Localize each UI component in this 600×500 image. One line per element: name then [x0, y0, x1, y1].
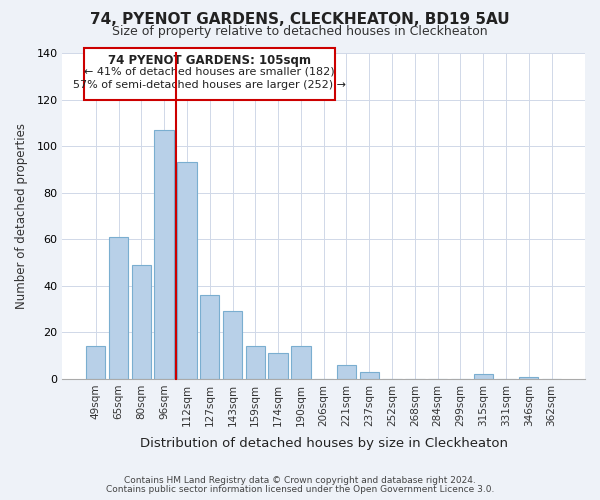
- Y-axis label: Number of detached properties: Number of detached properties: [15, 123, 28, 309]
- Bar: [177, 162, 197, 379]
- Bar: [473, 374, 493, 379]
- Text: 57% of semi-detached houses are larger (252) →: 57% of semi-detached houses are larger (…: [73, 80, 346, 90]
- X-axis label: Distribution of detached houses by size in Cleckheaton: Distribution of detached houses by size …: [140, 437, 508, 450]
- Bar: [223, 312, 242, 379]
- Text: 74, PYENOT GARDENS, CLECKHEATON, BD19 5AU: 74, PYENOT GARDENS, CLECKHEATON, BD19 5A…: [90, 12, 510, 28]
- Bar: [154, 130, 174, 379]
- Bar: [291, 346, 311, 379]
- Bar: [86, 346, 106, 379]
- Bar: [268, 354, 288, 379]
- Text: ← 41% of detached houses are smaller (182): ← 41% of detached houses are smaller (18…: [85, 67, 335, 77]
- Bar: [131, 265, 151, 379]
- Text: Size of property relative to detached houses in Cleckheaton: Size of property relative to detached ho…: [112, 25, 488, 38]
- Bar: [359, 372, 379, 379]
- Text: Contains HM Land Registry data © Crown copyright and database right 2024.: Contains HM Land Registry data © Crown c…: [124, 476, 476, 485]
- Bar: [519, 376, 538, 379]
- Bar: [109, 237, 128, 379]
- Bar: [200, 295, 220, 379]
- FancyBboxPatch shape: [85, 48, 335, 100]
- Bar: [337, 365, 356, 379]
- Text: 74 PYENOT GARDENS: 105sqm: 74 PYENOT GARDENS: 105sqm: [108, 54, 311, 67]
- Text: Contains public sector information licensed under the Open Government Licence 3.: Contains public sector information licen…: [106, 485, 494, 494]
- Bar: [245, 346, 265, 379]
